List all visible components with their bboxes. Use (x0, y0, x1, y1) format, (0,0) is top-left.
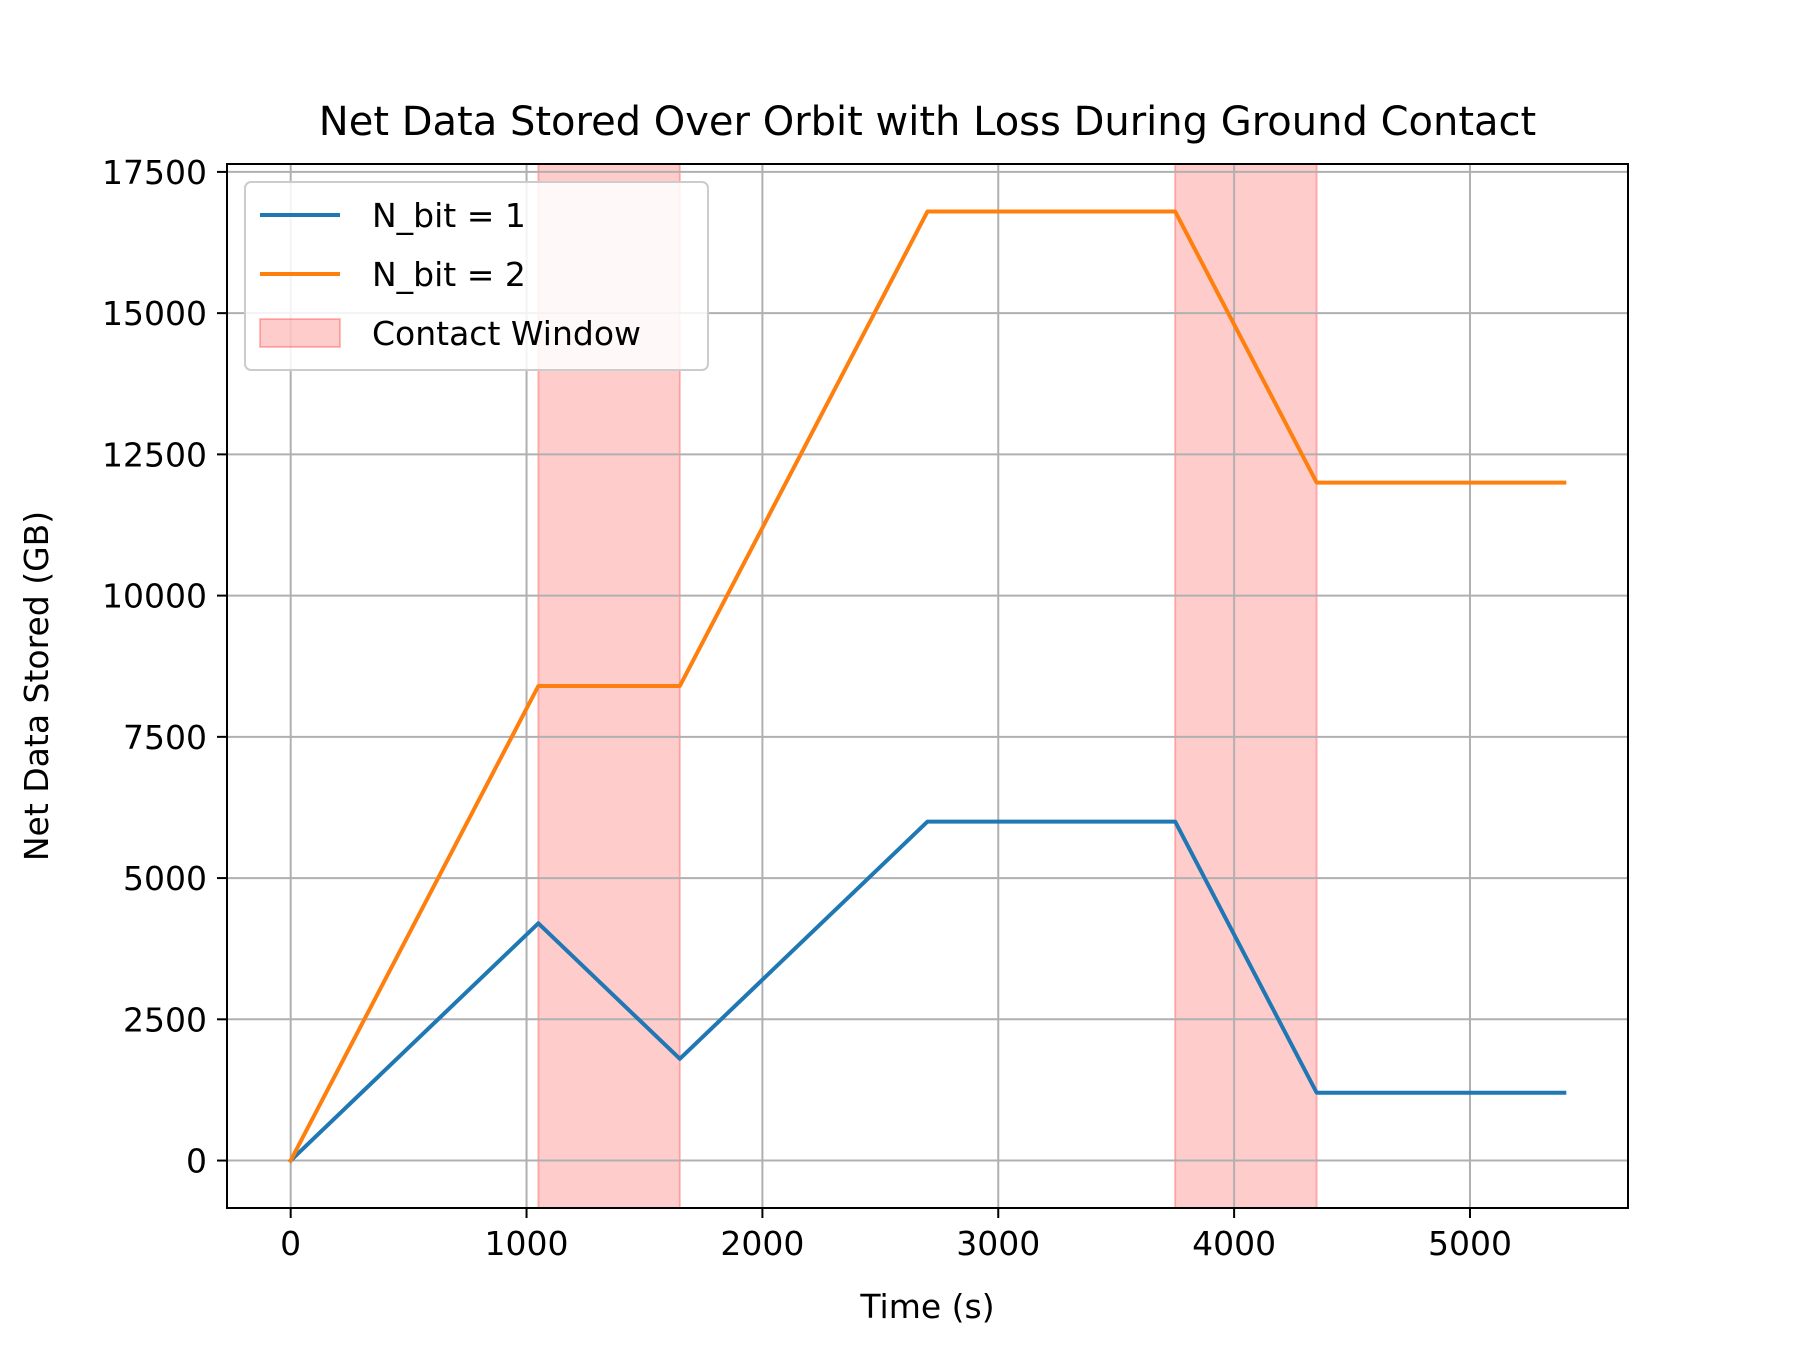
y-tick-label: 7500 (123, 718, 207, 757)
tick-layer: 0 1000 2000 3000 4000 5000 0 2500 5000 7500 10000 1… (102, 153, 1512, 1263)
y-tick-label: 17500 (102, 153, 207, 192)
x-tick-label: 0 (280, 1224, 301, 1263)
chart-title: Net Data Stored Over Orbit with Loss Dur… (319, 99, 1536, 145)
grid-layer (227, 164, 1628, 1208)
legend-label-contact-window: Contact Window (372, 314, 641, 353)
series-line-1 (287, 819, 1567, 1164)
legend-label-2: N_bit = 2 (372, 255, 526, 294)
x-tick-label: 5000 (1428, 1224, 1512, 1263)
legend-label-1: N_bit = 1 (372, 196, 526, 235)
legend-swatch-contact-window (259, 318, 341, 348)
x-axis-label: Time (s) (859, 1287, 994, 1326)
y-tick-label: 5000 (123, 859, 207, 898)
x-tick-label: 2000 (720, 1224, 804, 1263)
plot-frame (226, 163, 1629, 1209)
y-tick-label: 0 (186, 1142, 207, 1181)
y-tick-label: 12500 (102, 435, 207, 474)
y-tick-label: 15000 (102, 294, 207, 333)
legend-box (244, 181, 709, 371)
series-layer (287, 209, 1567, 1164)
contact-window-2 (1174, 163, 1318, 1209)
y-tick-label: 2500 (123, 1000, 207, 1039)
x-tick-label: 1000 (485, 1224, 569, 1263)
legend: N_bit = 1 N_bit = 2 Contact Window (244, 181, 709, 371)
y-tick-label: 10000 (102, 577, 207, 616)
series-line-2 (287, 209, 1567, 1164)
x-tick-label: 3000 (956, 1224, 1040, 1263)
x-tick-label: 4000 (1192, 1224, 1276, 1263)
y-axis-label: Net Data Stored (GB) (17, 511, 56, 861)
